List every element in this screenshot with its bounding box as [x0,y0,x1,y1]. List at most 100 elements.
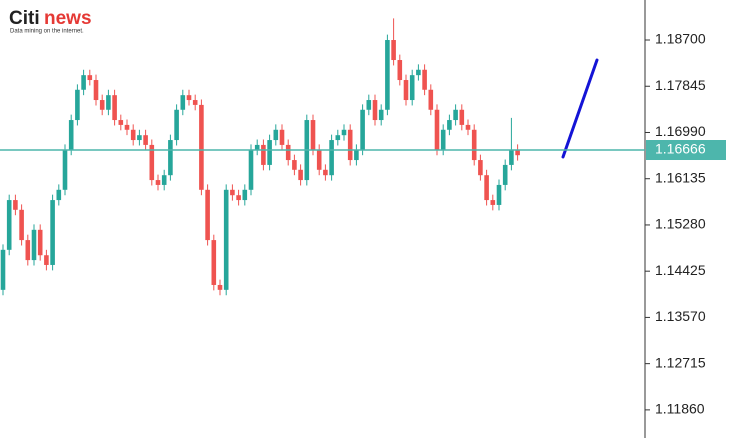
candle-body [484,175,489,201]
candle-body [478,160,483,176]
candle-body [298,169,303,181]
price-label-box [646,140,726,161]
candle-body [372,100,378,121]
candle-body [422,69,427,90]
candle-body [385,40,390,110]
candle-body [347,129,353,161]
candle-body [186,95,192,101]
candle-body [409,75,415,101]
candle-body [416,69,421,76]
candle-body [62,149,68,190]
candle-body [366,100,372,110]
candle-body [471,129,477,161]
candle-body [502,164,508,185]
candle-body [440,129,446,150]
candle-body [6,200,12,250]
y-tick-label: 1.11860 [655,401,705,417]
candle-body [199,104,204,190]
candle-body [465,124,471,130]
candle-body [329,140,334,176]
candle-body [242,189,248,201]
candle-body [335,135,341,141]
candle-body [391,40,396,61]
candle-body [205,189,210,241]
y-tick-label: 1.16135 [655,169,706,185]
candle-body [19,209,24,241]
candle-body [397,60,403,81]
y-tick-label: 1.13570 [655,308,706,324]
candle-body [68,120,74,150]
candle-body [230,189,235,196]
price-label: 1.16666 [655,141,706,157]
y-tick-label: 1.16990 [655,123,706,139]
candle-body [267,140,272,165]
candle-body [174,109,179,141]
candle-body [0,249,6,290]
candle-body [13,200,18,210]
logo-tagline: Data mining on the internet. [10,29,84,35]
candle-body [248,149,254,190]
candle-body [447,120,452,130]
candle-body [354,149,359,161]
candle-body [217,284,223,290]
candle-body [75,89,80,121]
candle-body [378,109,384,121]
y-tick-label: 1.12715 [655,354,706,370]
candle-body [261,144,266,165]
candle-body [130,129,136,141]
candle-body [118,120,124,125]
candle-body [341,129,347,136]
trend-line [561,58,599,159]
logo-brand2: news [44,8,92,29]
candle-body [273,129,279,141]
candle-body [37,229,43,256]
candle-body [223,189,229,290]
candle-body [428,89,434,110]
candle-body [403,80,409,101]
candle-body [211,240,217,285]
candle-body [137,135,142,141]
candle-body [192,100,198,105]
y-tick-label: 1.18700 [655,31,706,47]
plot [0,18,520,296]
candle-body [515,149,520,156]
candle-body [509,149,514,165]
candle-body [323,169,328,176]
candle-body [490,200,496,205]
candle-body [496,184,502,205]
candle-body [149,144,155,181]
candle-body [106,95,111,110]
candle-body [285,144,291,161]
candle-body [168,140,173,176]
candle-body [459,109,465,125]
candle-body [50,200,55,265]
candle-body [56,189,62,201]
candle-body [180,95,186,110]
candle-body [99,100,105,110]
candle-body [161,175,167,185]
candle-body [310,120,316,150]
candle-body [316,149,322,170]
candle-body [25,240,31,261]
candle-body [112,95,117,121]
logo: Citi news Data mining on the internet. [9,8,92,35]
logo-brand: Citi [9,8,40,29]
candle-body [434,109,440,150]
candle-body [44,255,49,265]
candle-body [292,160,297,170]
candle-body [254,144,260,150]
candle-body [236,195,241,201]
candle-body [87,75,93,81]
y-tick-label: 1.15280 [655,216,706,232]
candle-body [81,75,86,90]
y-tick-label: 1.17845 [655,77,706,93]
candle-body [155,180,161,185]
candle-body [279,129,285,145]
candle-body [31,229,37,261]
candle-body [360,109,365,150]
candle-body [93,80,99,101]
candle-body [453,109,458,121]
y-tick-label: 1.14425 [655,262,706,278]
candle-body [124,124,130,130]
